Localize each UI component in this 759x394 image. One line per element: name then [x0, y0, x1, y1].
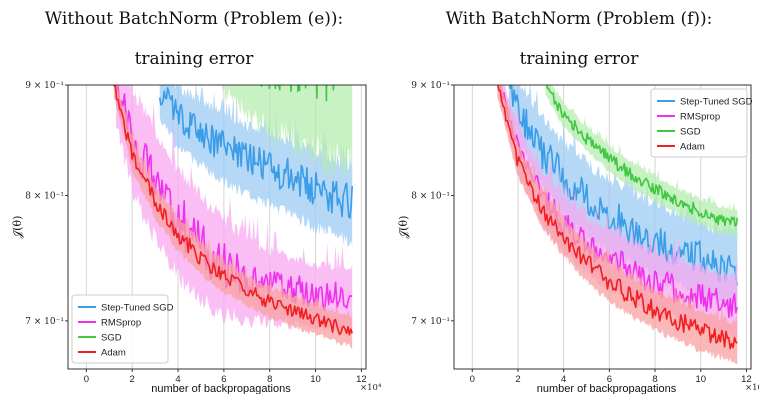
legend-box	[71, 294, 169, 364]
x-tick-label: 6	[221, 374, 226, 385]
legend-label-sgd: SGD	[101, 333, 122, 344]
chart-title: With BatchNorm (Problem (f)):	[446, 9, 713, 29]
series-band-sgd	[545, 85, 738, 239]
x-tick-label: 8	[267, 374, 272, 385]
chart-title: Without BatchNorm (Problem (e)):	[45, 9, 344, 29]
series-line-adam	[113, 85, 353, 336]
legend: Step-Tuned SGD RMSprop SGD Adam	[71, 294, 174, 364]
x-axis-label: number of backpropagations	[537, 383, 677, 394]
y-tick-label: 8 × 10⁻¹	[411, 192, 450, 202]
x-axis-label: number of backpropagations	[151, 383, 291, 394]
y-tick-label: 7 × 10⁻¹	[25, 317, 64, 327]
x-tick-label: 12	[356, 374, 367, 385]
series-band-step-tuned-sgd	[159, 85, 353, 248]
x-tick-label: 0	[84, 374, 89, 385]
series-line-sgd	[545, 85, 739, 227]
y-tick-label: 9 × 10⁻¹	[25, 81, 64, 91]
x-tick-label: 8	[652, 374, 657, 385]
plot-frame	[453, 84, 752, 370]
series-band-sgd	[218, 85, 353, 184]
plot-frame	[67, 84, 367, 370]
chart-panel-2: With BatchNorm (Problem (f)): training er…	[397, 9, 759, 394]
x-tick-label: 12	[741, 374, 752, 385]
x-tick-label: 2	[515, 374, 520, 385]
x-axis-multiplier: ×10⁴	[360, 383, 382, 393]
x-tick-label: 10	[310, 374, 321, 385]
series-line-step-tuned-sgd	[158, 87, 353, 219]
y-tick-label: 7 × 10⁻¹	[411, 317, 450, 327]
legend-label-rmsprop: RMSprop	[680, 112, 720, 123]
series-band-adam	[113, 85, 353, 349]
legend-label-rmsprop: RMSprop	[101, 318, 141, 329]
chart-subtitle: training error	[135, 49, 255, 69]
chart-subtitle: training error	[520, 49, 640, 69]
legend-label-step-tuned-sgd: Step-Tuned SGD	[680, 97, 753, 108]
x-tick-label: 2	[130, 374, 135, 385]
legend-label-adam: Adam	[680, 142, 705, 153]
x-tick-label: 0	[470, 374, 475, 385]
series-band-rmsprop	[499, 85, 738, 342]
x-tick-label: 4	[561, 374, 566, 385]
legend-label-adam: Adam	[101, 348, 126, 359]
legend-box	[650, 88, 748, 158]
series-layer	[497, 85, 739, 365]
x-tick-label: 6	[607, 374, 612, 385]
y-tick-label: 9 × 10⁻¹	[411, 81, 450, 91]
series-layer	[113, 85, 353, 349]
chart-panel-1: Without BatchNorm (Problem (e)): training…	[11, 9, 382, 394]
legend-label-step-tuned-sgd: Step-Tuned SGD	[101, 303, 174, 314]
series-line-step-tuned-sgd	[508, 85, 739, 286]
y-axis-label: 𝒥(θ)	[397, 216, 410, 239]
series-band-rmsprop	[116, 85, 353, 333]
x-tick-label: 10	[695, 374, 706, 385]
x-tick-label: 4	[175, 374, 180, 385]
series-line-adam	[497, 85, 738, 350]
legend-label-sgd: SGD	[680, 127, 701, 138]
y-axis-label: 𝒥(θ)	[11, 216, 24, 239]
x-axis-multiplier: ×10⁴	[745, 383, 759, 393]
legend: Step-Tuned SGD RMSprop SGD Adam	[650, 88, 753, 158]
y-tick-label: 8 × 10⁻¹	[25, 192, 64, 202]
